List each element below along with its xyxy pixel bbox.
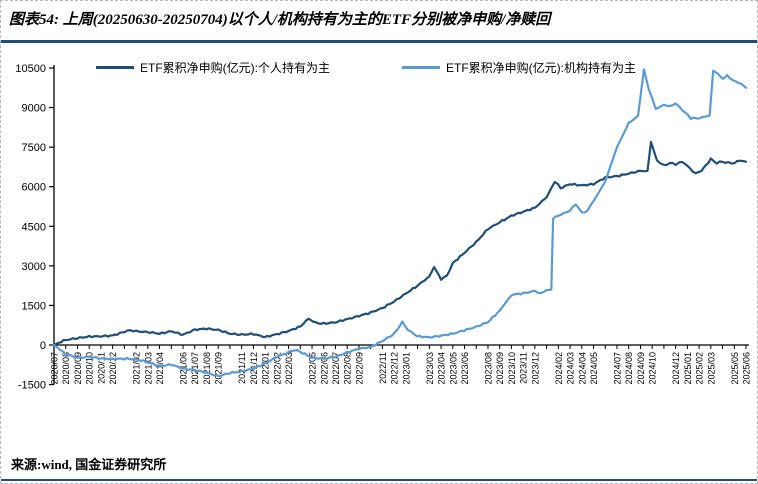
figure-title: 图表54: 上周(20250630-20250704)以个人/机构持有为主的ET… <box>9 12 551 28</box>
svg-text:2023/05: 2023/05 <box>448 352 458 385</box>
svg-text:2022/01: 2022/01 <box>261 352 271 385</box>
svg-text:1500: 1500 <box>22 300 46 312</box>
svg-text:2023/09: 2023/09 <box>495 352 505 385</box>
svg-text:2020/07: 2020/07 <box>50 352 60 385</box>
svg-text:6000: 6000 <box>22 182 46 194</box>
svg-text:2022/05: 2022/05 <box>308 352 318 385</box>
svg-text:2022/03: 2022/03 <box>284 352 294 385</box>
svg-text:2022/02: 2022/02 <box>272 352 282 385</box>
svg-text:2022/11: 2022/11 <box>378 352 388 384</box>
svg-text:2024/04: 2024/04 <box>577 352 587 385</box>
svg-text:2025/06: 2025/06 <box>742 352 752 385</box>
legend-label-individual: ETF累积净申购(亿元):个人持有为主 <box>140 61 330 75</box>
svg-text:2021/11: 2021/11 <box>237 352 247 384</box>
svg-text:2022/07: 2022/07 <box>331 352 341 385</box>
svg-text:2024/03: 2024/03 <box>566 352 576 385</box>
svg-text:2023/04: 2023/04 <box>437 352 447 385</box>
legend-line-swatch-institutional <box>402 66 440 69</box>
x-axis-labels: 2020/07 2020/08 2020/09 2020/10 2020/11 2020/… <box>50 352 752 385</box>
svg-text:2020/08: 2020/08 <box>61 352 71 385</box>
axes <box>53 65 749 385</box>
svg-text:2024/10: 2024/10 <box>648 352 658 385</box>
svg-text:2024/08: 2024/08 <box>624 352 634 385</box>
svg-text:2022/12: 2022/12 <box>390 352 400 385</box>
svg-text:4500: 4500 <box>22 221 46 233</box>
svg-text:10500: 10500 <box>15 63 46 75</box>
svg-text:2022/09: 2022/09 <box>354 352 364 385</box>
series-line-individual <box>52 140 748 347</box>
legend-item-individual: ETF累积净申购(亿元):个人持有为主 <box>96 59 330 76</box>
svg-text:2024/09: 2024/09 <box>636 352 646 385</box>
bottom-rule <box>1 479 757 481</box>
title-rule <box>1 40 757 43</box>
svg-text:2021/04: 2021/04 <box>155 352 165 385</box>
svg-text:2021/07: 2021/07 <box>190 352 200 385</box>
svg-text:2023/01: 2023/01 <box>401 352 411 385</box>
svg-text:2023/12: 2023/12 <box>530 352 540 385</box>
svg-text:2020/11: 2020/11 <box>96 352 106 384</box>
chart-legend: ETF累积净申购(亿元):个人持有为主 ETF累积净申购(亿元):机构持有为主 <box>1 59 731 76</box>
legend-label-institutional: ETF累积净申购(亿元):机构持有为主 <box>446 61 636 75</box>
svg-text:2021/03: 2021/03 <box>143 352 153 385</box>
svg-text:2023/06: 2023/06 <box>460 352 470 385</box>
svg-text:2025/03: 2025/03 <box>706 352 716 385</box>
svg-text:2023/03: 2023/03 <box>425 352 435 385</box>
svg-text:0: 0 <box>40 340 46 352</box>
svg-text:7500: 7500 <box>22 142 46 154</box>
svg-text:2024/07: 2024/07 <box>612 352 622 385</box>
svg-text:2022/06: 2022/06 <box>319 352 329 385</box>
legend-item-institutional: ETF累积净申购(亿元):机构持有为主 <box>402 59 636 76</box>
svg-text:2020/09: 2020/09 <box>73 352 83 385</box>
svg-text:2020/10: 2020/10 <box>85 352 95 385</box>
svg-text:2023/08: 2023/08 <box>483 352 493 385</box>
svg-text:2024/05: 2024/05 <box>589 352 599 385</box>
svg-text:2021/09: 2021/09 <box>214 352 224 385</box>
source-note: 来源:wind, 国金证券研究所 <box>11 457 167 472</box>
svg-text:2023/10: 2023/10 <box>507 352 517 385</box>
svg-text:9000: 9000 <box>22 103 46 115</box>
legend-line-swatch-individual <box>96 66 134 69</box>
y-axis-labels: 10500 9000 7500 6000 4500 3000 1500 0 -1500 <box>15 63 54 392</box>
svg-text:2024/12: 2024/12 <box>671 352 681 385</box>
svg-text:2021/08: 2021/08 <box>202 352 212 385</box>
svg-text:2025/05: 2025/05 <box>730 352 740 385</box>
svg-text:2025/01: 2025/01 <box>683 352 693 385</box>
svg-text:3000: 3000 <box>22 261 46 273</box>
svg-text:2020/12: 2020/12 <box>108 352 118 385</box>
svg-text:2024/02: 2024/02 <box>554 352 564 385</box>
svg-text:2022/08: 2022/08 <box>343 352 353 385</box>
svg-text:2025/02: 2025/02 <box>695 352 705 385</box>
svg-text:2023/11: 2023/11 <box>519 352 529 384</box>
svg-text:2021/02: 2021/02 <box>132 352 142 385</box>
series-line-institutional <box>52 68 748 378</box>
x-axis-ticks <box>53 345 747 349</box>
svg-text:-1500: -1500 <box>18 380 46 392</box>
